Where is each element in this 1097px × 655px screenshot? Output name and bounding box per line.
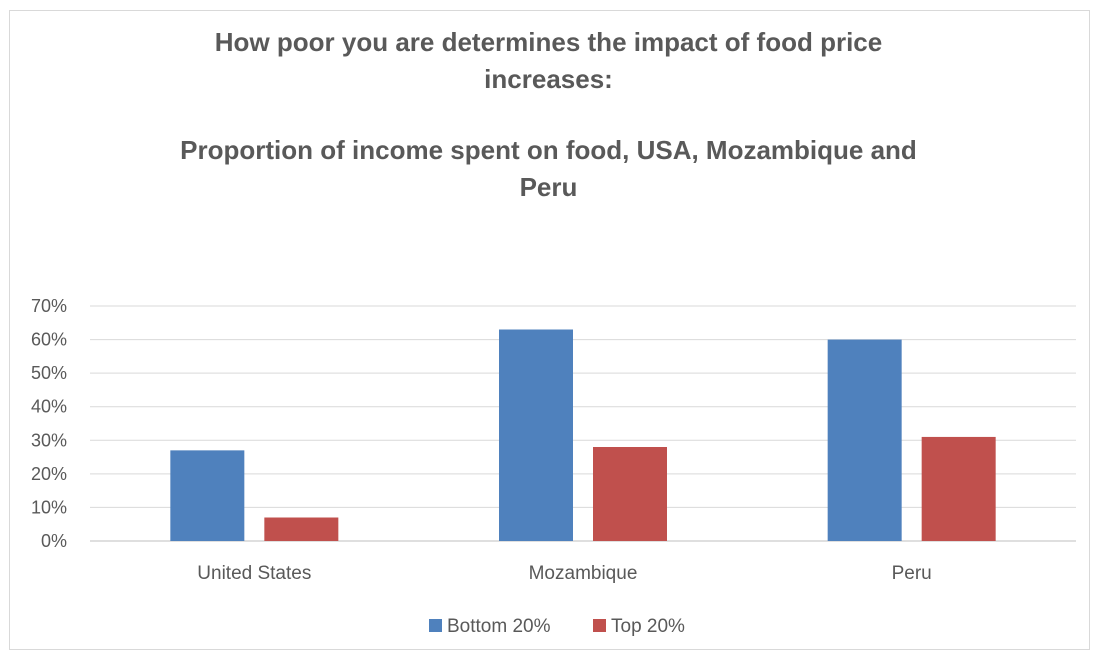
chart-title: How poor you are determines the impact o… bbox=[0, 24, 1097, 206]
bars bbox=[170, 329, 996, 541]
legend-swatch bbox=[593, 619, 606, 632]
bar-bottom-20-peru bbox=[827, 339, 902, 541]
title-line-1: How poor you are determines the impact o… bbox=[214, 27, 883, 57]
bar-top-20-mozambique bbox=[593, 447, 667, 541]
legend: Bottom 20% Top 20% bbox=[429, 616, 685, 637]
x-axis-labels: United States Mozambique Peru bbox=[197, 563, 931, 584]
y-tick-label: 30% bbox=[31, 430, 67, 450]
y-tick-label: 50% bbox=[31, 363, 67, 383]
x-category-label: Mozambique bbox=[529, 563, 638, 584]
x-category-label: United States bbox=[197, 563, 311, 584]
subtitle-line-1: Proportion of income spent on food, USA,… bbox=[180, 135, 917, 165]
x-category-label: Peru bbox=[892, 563, 932, 584]
y-tick-label: 10% bbox=[31, 497, 67, 517]
legend-label: Bottom 20% bbox=[447, 616, 551, 637]
y-tick-label: 0% bbox=[41, 531, 67, 551]
y-axis-ticks: 0% 10% 20% 30% 40% 50% 60% 70% bbox=[31, 296, 67, 551]
y-tick-label: 70% bbox=[31, 296, 67, 316]
bar-bottom-20-mozambique bbox=[499, 329, 573, 541]
y-tick-label: 40% bbox=[31, 397, 67, 417]
legend-swatch bbox=[429, 619, 442, 632]
title-line-2: increases: bbox=[484, 64, 613, 94]
gridlines bbox=[90, 305, 1076, 542]
bar-top-20-peru bbox=[921, 436, 996, 541]
y-tick-label: 60% bbox=[31, 330, 67, 350]
legend-label: Top 20% bbox=[611, 616, 685, 637]
subtitle-line-2: Peru bbox=[519, 172, 578, 202]
bar-top-20-united-states bbox=[264, 517, 339, 541]
bar-bottom-20-united-states bbox=[170, 450, 245, 541]
y-tick-label: 20% bbox=[31, 464, 67, 484]
